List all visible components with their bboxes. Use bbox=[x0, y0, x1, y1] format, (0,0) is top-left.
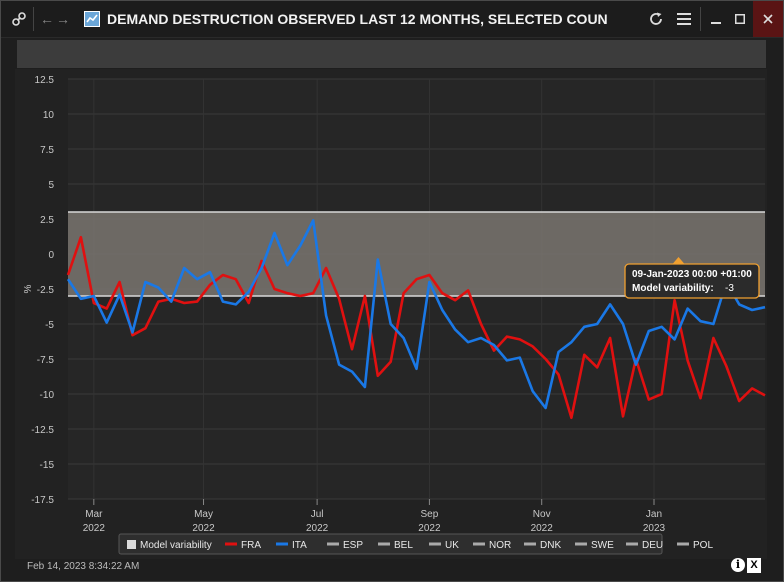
y-tick-label: 7.5 bbox=[40, 145, 54, 156]
info-icon[interactable]: i bbox=[731, 558, 745, 572]
legend-label-ita: ITA bbox=[292, 540, 307, 551]
x-tick-year: 2022 bbox=[418, 523, 441, 534]
close-icon[interactable] bbox=[753, 1, 783, 37]
title-bar: ← → DEMAND DESTRUCTION OBSERVED LAST 12 … bbox=[1, 1, 783, 38]
tooltip-date: 09-Jan-2023 00:00 +01:00 bbox=[632, 269, 752, 280]
y-tick-label: -7.5 bbox=[37, 355, 55, 366]
y-tick-label: 5 bbox=[48, 180, 54, 191]
x-tick-year: 2022 bbox=[306, 523, 329, 534]
x-tick-year: 2022 bbox=[83, 523, 106, 534]
legend-label-swe: SWE bbox=[591, 540, 614, 551]
y-tick-label: -12.5 bbox=[31, 425, 54, 436]
x-tick-year: 2022 bbox=[531, 523, 554, 534]
menu-icon[interactable] bbox=[673, 1, 695, 37]
x-tick-year: 2022 bbox=[192, 523, 215, 534]
tooltip-label: Model variability: bbox=[632, 283, 714, 294]
series-line-ita bbox=[66, 219, 766, 410]
tooltip-pointer bbox=[672, 257, 685, 264]
legend-label-uk: UK bbox=[445, 540, 459, 551]
y-tick-label: -10 bbox=[40, 390, 55, 401]
legend-label-nor: NOR bbox=[489, 540, 511, 551]
tooltip-value: -3 bbox=[725, 283, 734, 294]
chart-app-icon bbox=[83, 1, 101, 37]
tooltip-box bbox=[624, 263, 760, 299]
maximize-icon[interactable] bbox=[727, 1, 753, 37]
export-excel-icon[interactable]: X bbox=[747, 558, 761, 573]
legend-label-esp: ESP bbox=[343, 540, 363, 551]
chart-toolbar bbox=[17, 40, 766, 68]
refresh-icon[interactable] bbox=[645, 1, 667, 37]
link-icon[interactable] bbox=[7, 1, 31, 37]
legend-swatch-model-variability bbox=[127, 540, 136, 549]
legend-box bbox=[118, 533, 663, 555]
x-tick-month: Jul bbox=[311, 509, 324, 520]
back-arrow-icon[interactable]: ← bbox=[40, 11, 54, 27]
legend-label-bel: BEL bbox=[394, 540, 413, 551]
y-tick-label: -2.5 bbox=[37, 285, 55, 296]
legend-label-model-variability: Model variability bbox=[140, 540, 212, 551]
x-tick-month: Jan bbox=[646, 509, 662, 520]
window-controls-divider bbox=[700, 7, 701, 31]
y-tick-label: -5 bbox=[45, 320, 54, 331]
legend-label-fra: FRA bbox=[241, 540, 261, 551]
x-tick-month: Nov bbox=[533, 509, 551, 520]
y-axis-label: % bbox=[23, 284, 34, 293]
y-tick-label: 2.5 bbox=[40, 215, 54, 226]
footer-timestamp: Feb 14, 2023 8:34:22 AM bbox=[27, 561, 140, 572]
y-tick-label: -17.5 bbox=[31, 495, 54, 506]
x-tick-month: May bbox=[194, 509, 213, 520]
y-tick-label: -15 bbox=[40, 460, 55, 471]
x-tick-year: 2023 bbox=[643, 523, 666, 534]
y-tick-label: 12.5 bbox=[35, 75, 55, 86]
series-line-fra bbox=[66, 235, 766, 420]
y-tick-label: 0 bbox=[48, 250, 54, 261]
forward-arrow-icon[interactable]: → bbox=[56, 11, 70, 27]
legend-label-deu: DEU bbox=[642, 540, 663, 551]
chart-container: 12.5 10 7.5 5 2.5 0 -2.5 -5 -7.5 -10 -12.5 -15 -17.5… bbox=[15, 69, 767, 559]
legend-label-pol: POL bbox=[693, 540, 713, 551]
legend-label-dnk: DNK bbox=[540, 540, 561, 551]
title-divider bbox=[33, 7, 34, 31]
window-title: DEMAND DESTRUCTION OBSERVED LAST 12 MONT… bbox=[107, 11, 607, 27]
x-tick-month: Sep bbox=[421, 509, 439, 520]
x-tick-month: Mar bbox=[85, 509, 103, 520]
line-chart: 12.5 10 7.5 5 2.5 0 -2.5 -5 -7.5 -10 -12.5 -15 -17.5… bbox=[23, 75, 766, 555]
y-tick-label: 10 bbox=[43, 110, 55, 121]
minimize-icon[interactable] bbox=[703, 1, 729, 37]
